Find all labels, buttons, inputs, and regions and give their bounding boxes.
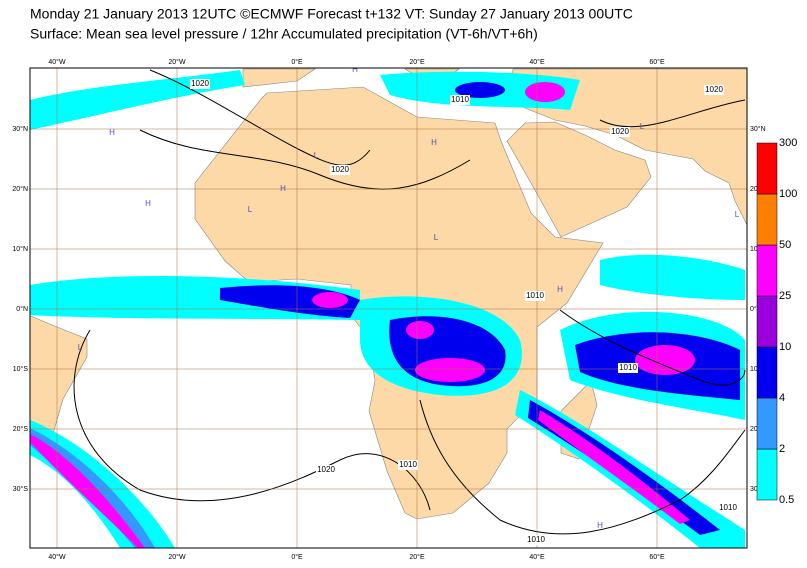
colorbar-label: 50 [779, 239, 791, 251]
isobar-label-bg [618, 363, 638, 373]
lat-label: 0°N [16, 305, 28, 313]
pressure-center: L [248, 205, 253, 214]
lat-label: 20°N [12, 185, 28, 193]
pressure-center: H [280, 184, 286, 193]
lon-label: 20°E [409, 58, 425, 66]
colorbar-label: 100 [779, 188, 797, 200]
isobar-label-bg [450, 95, 470, 105]
isobars [73, 69, 746, 535]
subtitle: Surface: Mean sea level pressure / 12hr … [30, 26, 538, 42]
lat-label: 20°S [13, 425, 29, 433]
isobar-label-bg [190, 79, 210, 89]
pressure-center: H [109, 128, 115, 137]
lon-label: 40°W [48, 58, 66, 66]
arabia [506, 121, 652, 238]
lat-label: 0°N [750, 305, 762, 313]
pressure-center: L [735, 210, 740, 219]
colorbar-label: 2 [779, 443, 785, 455]
isobar-label: 1010 [526, 291, 544, 300]
lon-label: 40°E [529, 58, 545, 66]
isobar-label: 1010 [451, 95, 469, 104]
isobar-label: 1020 [611, 127, 629, 136]
lon-label: 20°W [168, 58, 186, 66]
lon-label: 0°E [291, 58, 303, 66]
isobar-label-bg [316, 465, 336, 475]
isobar-label-bg [718, 503, 738, 513]
lon-label: 20°W [168, 553, 186, 561]
pressure-center: L [314, 151, 319, 160]
lon-label: 40°E [529, 553, 545, 561]
colorbar-segment [756, 397, 778, 450]
colorbar-segment [756, 295, 778, 348]
colorbar-label: 0.5 [779, 494, 794, 506]
colorbar-label: 10 [779, 341, 791, 353]
pressure-center: L [640, 122, 645, 131]
lat-label: 30°N [750, 125, 766, 133]
isobar-label-bg [525, 291, 545, 301]
pressure-center: H [597, 521, 603, 530]
isobar-label: 1010 [399, 460, 417, 469]
lat-label: 30°N [12, 125, 28, 133]
isobar-label-bg [526, 535, 546, 545]
colorbar-segment [756, 193, 778, 246]
isobar-label-bg [704, 85, 724, 95]
precipitation [30, 70, 745, 548]
map-frame [29, 67, 748, 549]
isobar-label: 1010 [619, 363, 637, 372]
lon-label: 0°E [291, 553, 303, 561]
pressure-center: H [352, 65, 358, 74]
lon-label: 60°E [649, 553, 665, 561]
lat-label: 10°S [13, 365, 29, 373]
isobar-label: 1020 [705, 85, 723, 94]
map-area: 1020 1020 1020 1020 1020 1010 1010 1010 1010 1010… [30, 65, 747, 548]
colorbar-label: 25 [779, 290, 791, 302]
colorbar-segment [756, 142, 778, 195]
pressure-center: H [145, 199, 151, 208]
isobar-label: 1020 [331, 165, 349, 174]
pressure-center: L [78, 343, 83, 352]
isobar-label-bg [610, 127, 630, 137]
isobar-label: 1010 [719, 503, 737, 512]
pressure-center: H [557, 285, 563, 294]
colorbar-segment [756, 448, 778, 501]
isobar-label-bg [330, 165, 350, 175]
isobar-label: 1020 [317, 465, 335, 474]
colorbar-segment [756, 244, 778, 297]
colorbar-label: 4 [779, 392, 785, 404]
lon-label: 40°W [48, 553, 66, 561]
lat-label: 10°N [12, 245, 28, 253]
title: Monday 21 January 2013 12UTC ©ECMWF Fore… [30, 6, 633, 22]
isobar-label-bg [398, 460, 418, 470]
lat-label: 30°S [13, 485, 29, 493]
pressure-center: H [431, 138, 437, 147]
lon-label: 60°E [649, 58, 665, 66]
isobar-label: 1010 [527, 535, 545, 544]
isobar-label: 1020 [191, 79, 209, 88]
lon-label: 20°E [409, 553, 425, 561]
pressure-center: L [434, 233, 439, 242]
colorbar-label: 300 [779, 137, 797, 149]
colorbar-segment [756, 346, 778, 399]
